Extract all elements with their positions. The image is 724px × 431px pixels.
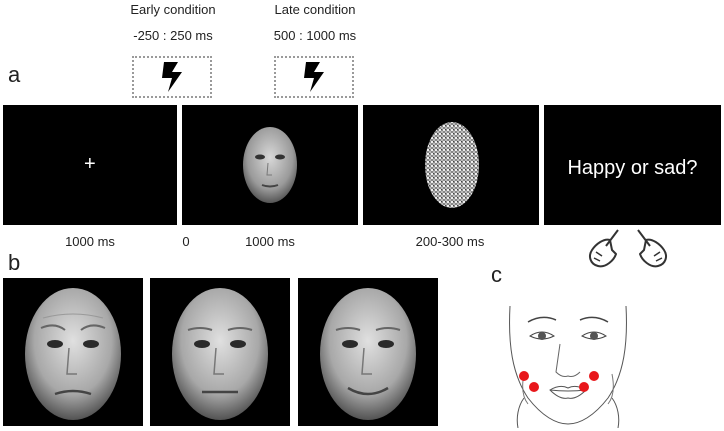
- early-condition-title: Early condition: [130, 2, 216, 17]
- mask-frame: [363, 105, 539, 225]
- electrode-right-upper: [589, 371, 599, 381]
- early-condition-range: -250 : 250 ms: [133, 28, 213, 43]
- electrode-face-diagram: [509, 305, 627, 428]
- fixation-duration-label: 1000 ms: [65, 234, 115, 249]
- electrode-left-lower: [529, 382, 539, 392]
- lightning-bolt-icon: [162, 62, 182, 92]
- response-frame: Happy or sad?: [544, 105, 721, 225]
- panel-a-letter: a: [8, 62, 21, 87]
- lightning-bolt-icon: [304, 62, 324, 92]
- face-frame: [182, 105, 358, 225]
- fixation-frame: +: [3, 105, 177, 225]
- early-condition-label: Early condition -250 : 250 ms: [108, 0, 238, 46]
- electrode-left-upper: [519, 371, 529, 381]
- onset-label: 0: [182, 234, 190, 249]
- late-condition-range: 500 : 1000 ms: [273, 28, 357, 43]
- neutral-face-photo: [150, 278, 290, 426]
- mask-duration-label: 200-300 ms: [415, 234, 485, 249]
- early-stimulation-box: [132, 56, 212, 98]
- late-condition-label: Late condition 500 : 1000 ms: [250, 0, 380, 46]
- panel-b-letter: b: [8, 250, 21, 275]
- late-condition-title: Late condition: [274, 2, 356, 17]
- face-duration-label: 1000 ms: [245, 234, 295, 249]
- response-question: Happy or sad?: [567, 157, 698, 179]
- fixation-cross: +: [84, 153, 96, 175]
- noise-mask: [425, 122, 479, 208]
- left-hand-button-icon: [589, 229, 619, 268]
- late-stimulation-box: [274, 56, 354, 98]
- right-hand-button-icon: [637, 229, 667, 268]
- happy-face-photo: [298, 278, 438, 426]
- sad-face-photo: [3, 278, 143, 426]
- face-stimulus: [243, 127, 297, 203]
- panel-c-letter: c: [491, 262, 502, 287]
- electrode-right-lower: [579, 382, 589, 392]
